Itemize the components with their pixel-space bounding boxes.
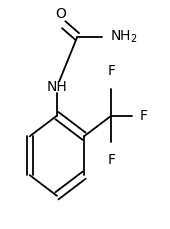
Text: NH$_2$: NH$_2$	[110, 28, 138, 45]
Text: NH: NH	[47, 80, 67, 94]
Text: F: F	[107, 153, 115, 167]
Text: O: O	[55, 7, 66, 21]
Text: F: F	[107, 64, 115, 78]
Text: F: F	[139, 109, 147, 123]
